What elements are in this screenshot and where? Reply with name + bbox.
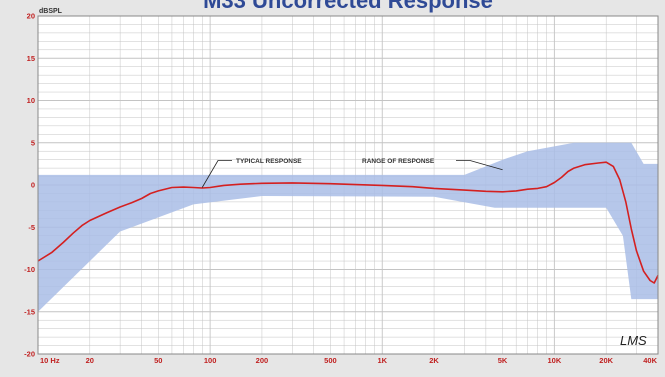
typical-response-line — [37, 161, 659, 284]
y-tick-label: -15 — [24, 307, 35, 316]
x-tick-label: 5K — [498, 356, 508, 365]
x-tick-labels: 10 Hz 20 50 100 200 500 1K 2K 5K 10K 20K 40K — [40, 356, 658, 365]
y-tick-label: 15 — [27, 54, 35, 63]
range-of-response-band — [38, 142, 658, 312]
y-tick-label: 10 — [27, 96, 35, 105]
typical-response-label: TYPICAL RESPONSE — [236, 158, 302, 165]
y-tick-label: 20 — [27, 12, 35, 21]
y-axis-label: dBSPL — [39, 8, 63, 15]
y-tick-label: 5 — [31, 138, 35, 147]
x-tick-label: 500 — [324, 356, 337, 365]
x-tick-label: 20K — [599, 356, 613, 365]
y-tick-label: -20 — [24, 350, 35, 359]
y-tick-label: -10 — [24, 265, 35, 274]
x-tick-label: 10K — [547, 356, 561, 365]
x-tick-label: 20 — [86, 356, 94, 365]
x-tick-label: 10 Hz — [40, 356, 60, 365]
x-tick-label: 50 — [154, 356, 162, 365]
x-tick-label: 100 — [204, 356, 217, 365]
x-tick-label: 200 — [256, 356, 269, 365]
x-tick-label: 40K — [643, 356, 657, 365]
range-of-response-label: RANGE OF RESPONSE — [362, 158, 435, 165]
y-tick-label: 0 — [31, 181, 35, 190]
y-tick-label: -5 — [28, 223, 35, 232]
range-of-response-leader — [456, 160, 503, 171]
plot-border — [37, 15, 659, 355]
lms-logo: LMS — [620, 333, 647, 348]
typical-response-leader — [201, 160, 232, 188]
chart-title: M33 Uncorrected Response — [203, 0, 493, 13]
y-tick-labels: 20 15 10 5 0 -5 -10 -15 -20 — [24, 12, 35, 359]
x-tick-label: 1K — [377, 356, 387, 365]
annotations: TYPICAL RESPONSE RANGE OF RESPONSE — [201, 158, 503, 188]
x-tick-label: 2K — [429, 356, 439, 365]
